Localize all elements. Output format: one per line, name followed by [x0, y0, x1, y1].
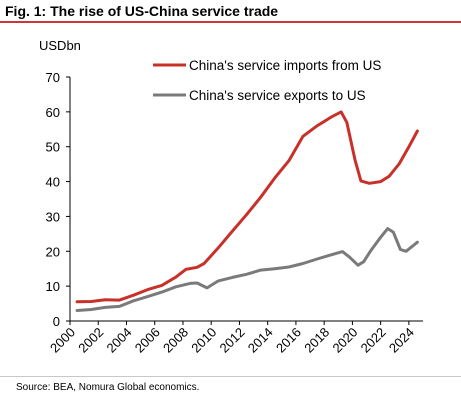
x-tick-label: 2016: [273, 325, 304, 356]
x-tick-label: 2008: [160, 325, 191, 356]
y-tick-label: 10: [46, 279, 60, 294]
y-tick-label: 0: [53, 314, 60, 329]
figure-title: Fig. 1: The rise of US-China service tra…: [5, 3, 279, 19]
y-tick-label: 60: [46, 105, 60, 120]
y-tick-label: 50: [46, 140, 60, 155]
x-tick-label: 2024: [386, 325, 417, 356]
x-tick-label: 2002: [75, 325, 106, 356]
y-tick-label: 40: [46, 175, 60, 190]
title-rule: [0, 21, 461, 23]
x-tick-label: 2018: [301, 325, 332, 356]
chart-legend: China's service imports from US China's s…: [153, 58, 381, 103]
x-tick-label: 2022: [358, 325, 389, 356]
series-line-1: [75, 110, 419, 304]
y-tick-label: 30: [46, 209, 60, 224]
series-line-2: [75, 227, 419, 312]
chart-series: [75, 110, 419, 312]
source-note: Source: BEA, Nomura Global economics.: [16, 382, 200, 393]
y-tick-label: 20: [46, 244, 60, 259]
x-tick-label: 2010: [188, 325, 219, 356]
x-tick-label: 2014: [245, 325, 276, 356]
x-tick-label: 2012: [217, 325, 248, 356]
x-tick-label: 2000: [47, 325, 78, 356]
source-rule: [0, 376, 461, 377]
x-tick-label: 2004: [104, 325, 135, 356]
legend-label-2: China's service exports to US: [189, 88, 366, 103]
y-axis-unit: USDbn: [39, 38, 81, 53]
x-tick-label: 2020: [329, 325, 360, 356]
x-tick-label: 2006: [132, 325, 163, 356]
y-tick-label: 70: [46, 70, 60, 85]
legend-label-1: China's service imports from US: [189, 58, 381, 73]
